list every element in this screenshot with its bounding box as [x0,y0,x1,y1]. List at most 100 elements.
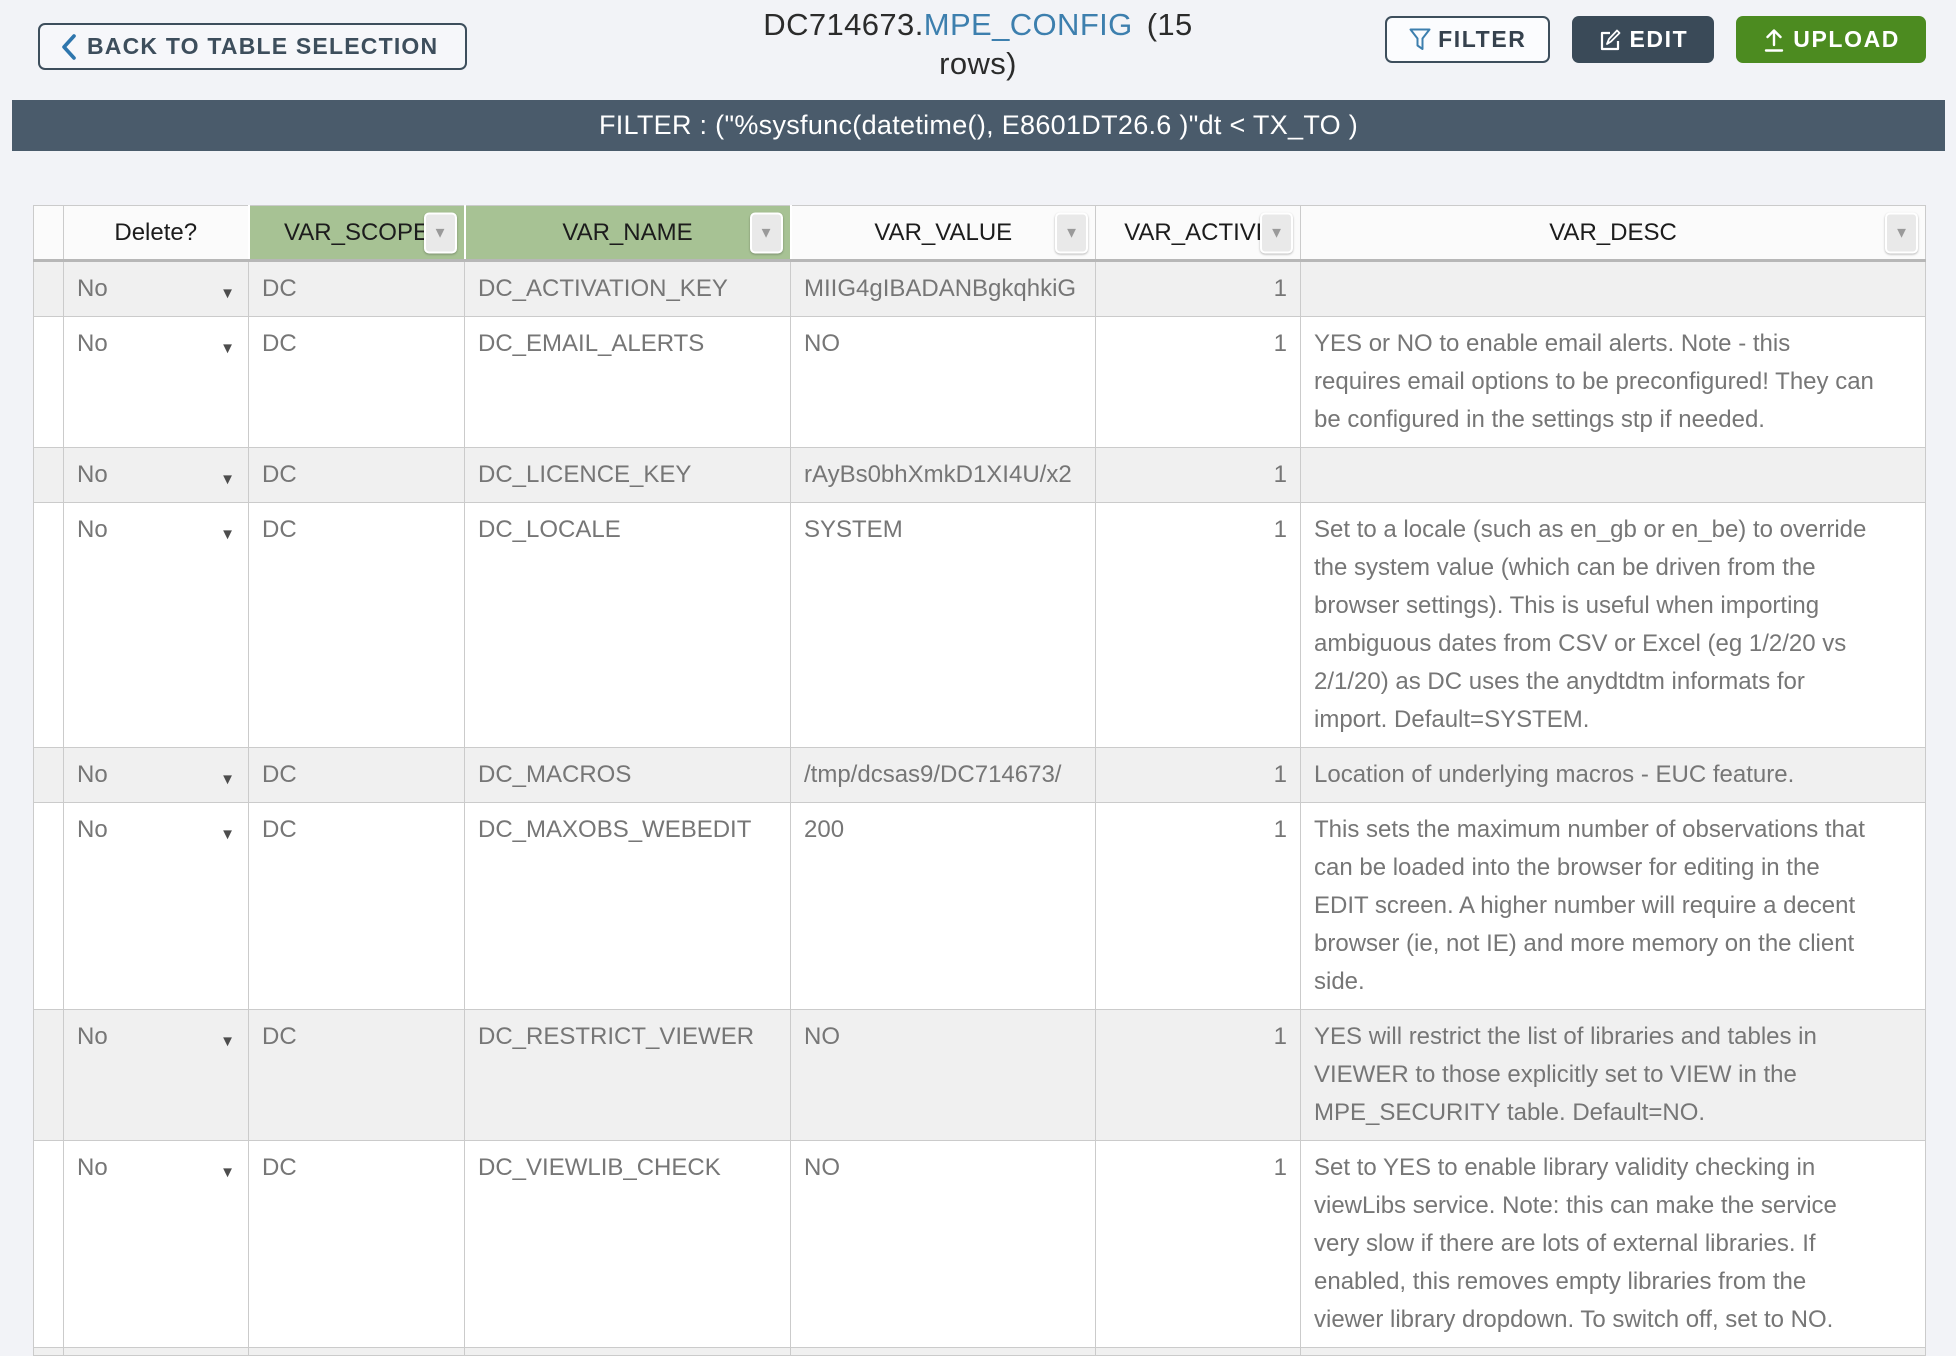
funnel-icon [1409,28,1431,51]
row-selector-cell[interactable] [33,502,64,748]
delete-dropdown[interactable]: No ▼ [63,502,249,748]
row-selector-cell[interactable] [33,1140,64,1348]
column-label: VAR_DESC [1549,218,1677,246]
edit-button[interactable]: EDIT [1572,16,1715,63]
caret-down-icon: ▼ [220,340,235,357]
delete-dropdown[interactable]: No ▼ [63,747,249,803]
column-label: Delete? [114,218,198,246]
edit-compose-icon [1598,28,1622,52]
var-scope-cell: DC [248,502,465,748]
var-scope-cell: DC [248,802,465,1010]
delete-value: No [77,761,108,788]
var-name-cell: DC_VIEWLIB_CHECK [464,1140,791,1348]
var-name-cell: DC_RESTRICT_VIEWER [464,1009,791,1141]
edit-button-label: EDIT [1629,26,1689,52]
var-desc-cell: Set to YES to enable library validity ch… [1300,1140,1926,1348]
delete-dropdown[interactable]: No ▼ [63,316,249,448]
title-row-count: (15 rows) [939,7,1193,81]
var-scope-cell: DC [248,1140,465,1348]
column-filter-icon[interactable]: ▼ [749,212,783,253]
column-header-delete: Delete? [63,205,249,262]
filter-button[interactable]: FILTER [1385,16,1551,63]
upload-button[interactable]: UPLOAD [1736,16,1926,63]
var-scope-cell: DC [248,316,465,448]
delete-value: No [77,461,108,488]
caret-down-icon: ▼ [220,285,235,302]
table-row: No ▼ DC DC_ACTIVATION_KEY MIIG4gIBADANBgk… [33,260,1926,317]
column-filter-icon[interactable]: ▼ [1055,212,1088,253]
var-desc-cell [1300,260,1926,317]
back-to-table-selection-button[interactable]: BACK TO TABLE SELECTION [38,23,468,70]
column-filter-icon[interactable]: ▼ [423,212,457,253]
var-active-cell: 1 [1095,447,1301,503]
caret-down-icon: ▼ [758,224,774,241]
var-name-cell: DC_ACTIVATION_KEY [464,260,791,317]
delete-dropdown[interactable]: No ▼ [63,260,249,317]
upload-arrow-icon [1762,27,1786,53]
delete-dropdown[interactable]: No ▼ [63,447,249,503]
var-name-cell [464,1347,791,1356]
delete-value: No [77,275,108,302]
toolbar-actions: FILTER EDIT UPLOAD [1385,16,1926,63]
top-bar: BACK TO TABLE SELECTION DC714673.MPE_CON… [0,0,1956,100]
var-active-cell: 1 [1095,1140,1301,1348]
table-row-partial [33,1347,1926,1356]
column-filter-icon[interactable]: ▼ [1885,212,1918,253]
var-desc-cell [1300,447,1926,503]
delete-value: No [77,330,108,357]
var-active-cell [1095,1347,1301,1356]
table-row: No ▼ DC DC_EMAIL_ALERTS NO 1 YES or NO to… [33,316,1926,448]
delete-dropdown[interactable]: No ▼ [63,1140,249,1348]
var-scope-cell: DC [248,1009,465,1141]
caret-down-icon: ▼ [1269,224,1284,241]
title-library: DC714673. [763,7,924,42]
column-label: VAR_SCOPE [284,218,429,246]
var-desc-cell [1300,1347,1926,1356]
row-selector-cell[interactable] [33,802,64,1010]
column-header-var-scope: VAR_SCOPE ▼ [247,205,466,262]
filter-button-label: FILTER [1438,26,1527,52]
var-value-cell: MIIG4gIBADANBgkqhkiG [790,260,1096,317]
column-label: VAR_VALUE [874,218,1013,246]
var-name-cell: DC_LICENCE_KEY [464,447,791,503]
table-row: No ▼ DC DC_LICENCE_KEY rAyBs0bhXmkD1XI4U/… [33,447,1926,503]
var-active-cell: 1 [1095,502,1301,748]
row-selector-cell[interactable] [33,447,64,503]
var-active-cell: 1 [1095,1009,1301,1141]
delete-dropdown[interactable]: No ▼ [63,802,249,1010]
data-table-wrap: Delete? VAR_SCOPE ▼ VAR_NAME ▼ VAR_VALUE… [33,205,1926,1356]
table-row: No ▼ DC DC_MAXOBS_WEBEDIT 200 1 This sets… [33,802,1926,1010]
caret-down-icon: ▼ [220,826,235,843]
var-value-cell: NO [790,316,1096,448]
mpe-config-table: Delete? VAR_SCOPE ▼ VAR_NAME ▼ VAR_VALUE… [33,205,1926,1356]
var-active-cell: 1 [1095,802,1301,1010]
var-value-cell: 200 [790,802,1096,1010]
delete-dropdown[interactable]: No ▼ [63,1009,249,1141]
title-table-name: MPE_CONFIG [923,7,1133,42]
var-active-cell: 1 [1095,316,1301,448]
var-scope-cell: DC [248,447,465,503]
table-row: No ▼ DC DC_VIEWLIB_CHECK NO 1 Set to YES … [33,1140,1926,1348]
delete-value: No [77,1023,108,1050]
var-desc-cell: Location of underlying macros - EUC feat… [1300,747,1926,803]
column-header-var-name: VAR_NAME ▼ [463,205,792,262]
column-header-var-desc: VAR_DESC ▼ [1300,205,1926,262]
var-active-cell: 1 [1095,747,1301,803]
back-button-label: BACK TO TABLE SELECTION [87,33,439,59]
column-header-var-active: VAR_ACTIVE ▼ [1095,205,1301,262]
caret-down-icon: ▼ [220,771,235,788]
var-name-cell: DC_MACROS [464,747,791,803]
delete-value: No [77,1154,108,1181]
row-selector-cell[interactable] [33,747,64,803]
column-filter-icon[interactable]: ▼ [1260,212,1293,253]
row-selector-cell[interactable] [33,316,64,448]
table-row: No ▼ DC DC_LOCALE SYSTEM 1 Set to a local… [33,502,1926,748]
table-row: No ▼ DC DC_MACROS /tmp/dcsas9/DC714673/ 1… [33,747,1926,803]
row-selector-cell[interactable] [33,260,64,317]
chevron-left-icon [60,33,77,60]
delete-value: No [77,516,108,543]
var-desc-cell: Set to a locale (such as en_gb or en_be)… [1300,502,1926,748]
row-selector-cell[interactable] [33,1009,64,1141]
var-scope-cell: DC [248,747,465,803]
delete-dropdown [63,1347,249,1356]
